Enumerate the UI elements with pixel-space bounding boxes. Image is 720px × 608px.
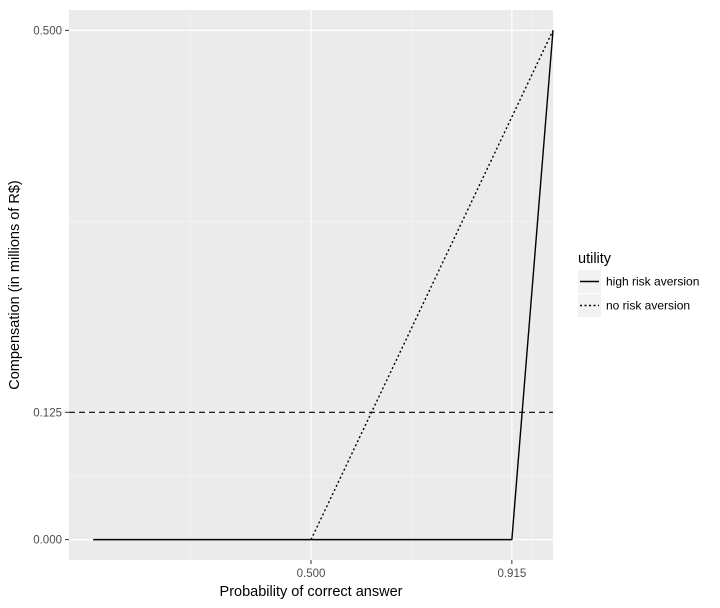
- x-tick-label: 0.915: [497, 568, 526, 580]
- series-line-no-risk-aversion: [310, 30, 554, 540]
- legend-title: utility: [578, 251, 612, 267]
- y-tick-label: 0.500: [33, 25, 62, 37]
- y-tick-label: 0.125: [33, 407, 62, 419]
- y-axis-title: Compensation (in millions of R$): [7, 180, 23, 390]
- y-tick-label: 0.000: [33, 535, 62, 547]
- axes: 0.500 0.915 0.000 0.125 0.500: [33, 25, 526, 580]
- legend-label: high risk aversion: [606, 275, 699, 289]
- x-tick-label: 0.500: [297, 568, 326, 580]
- legend: utility high risk aversion no risk aversi…: [578, 251, 699, 317]
- x-axis-title: Probability of correct answer: [220, 584, 403, 600]
- legend-label: no risk aversion: [606, 299, 690, 313]
- series-line-high-risk-aversion: [93, 30, 554, 541]
- series-lines: [69, 30, 554, 541]
- legend-entries: high risk aversion no risk aversion: [578, 270, 699, 317]
